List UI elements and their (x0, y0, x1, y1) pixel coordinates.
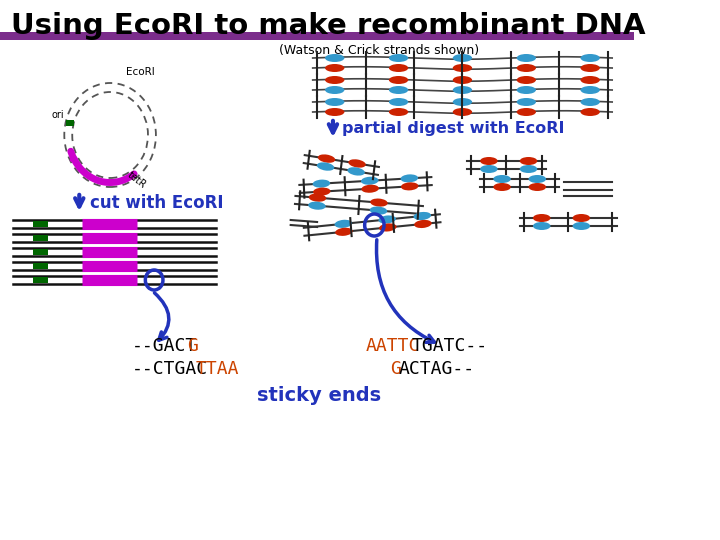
Ellipse shape (517, 98, 536, 106)
Ellipse shape (309, 194, 326, 202)
Ellipse shape (453, 64, 472, 72)
Ellipse shape (528, 183, 546, 191)
Text: ACTAG--: ACTAG-- (399, 360, 475, 378)
FancyBboxPatch shape (33, 263, 48, 269)
Ellipse shape (325, 64, 344, 72)
Ellipse shape (413, 212, 431, 220)
Text: G: G (186, 337, 197, 355)
Ellipse shape (313, 187, 330, 195)
Ellipse shape (389, 98, 408, 106)
Text: TGATC--: TGATC-- (411, 337, 487, 355)
Ellipse shape (325, 54, 344, 62)
FancyBboxPatch shape (33, 221, 48, 227)
Ellipse shape (389, 64, 408, 72)
Ellipse shape (389, 76, 408, 84)
Ellipse shape (580, 76, 600, 84)
Text: --CTGAC: --CTGAC (132, 360, 208, 378)
Text: tetR: tetR (126, 170, 148, 191)
Ellipse shape (400, 174, 418, 183)
Ellipse shape (453, 98, 472, 106)
Text: TTAA: TTAA (196, 360, 239, 378)
Ellipse shape (379, 215, 396, 224)
Text: (Watson & Crick strands shown): (Watson & Crick strands shown) (279, 44, 479, 57)
Ellipse shape (493, 183, 511, 191)
Ellipse shape (379, 224, 397, 232)
FancyBboxPatch shape (66, 120, 74, 126)
Text: Using EcoRI to make recombinant DNA: Using EcoRI to make recombinant DNA (11, 12, 645, 40)
Ellipse shape (572, 222, 590, 230)
FancyBboxPatch shape (33, 235, 48, 241)
Ellipse shape (580, 64, 600, 72)
Ellipse shape (312, 180, 330, 188)
Ellipse shape (308, 201, 325, 210)
Ellipse shape (325, 86, 344, 94)
Text: AATTC: AATTC (366, 337, 420, 355)
Ellipse shape (361, 177, 379, 185)
Text: G: G (390, 360, 401, 378)
FancyBboxPatch shape (0, 32, 634, 40)
Ellipse shape (414, 220, 432, 228)
Ellipse shape (517, 86, 536, 94)
Ellipse shape (401, 183, 418, 191)
Ellipse shape (453, 76, 472, 84)
FancyBboxPatch shape (33, 249, 48, 255)
Ellipse shape (453, 86, 472, 94)
Ellipse shape (336, 228, 353, 236)
Ellipse shape (528, 175, 546, 183)
FancyBboxPatch shape (33, 277, 48, 283)
Text: partial digest with EcoRI: partial digest with EcoRI (342, 122, 564, 137)
Ellipse shape (369, 206, 387, 214)
Ellipse shape (325, 108, 344, 116)
Ellipse shape (580, 86, 600, 94)
Ellipse shape (318, 154, 336, 163)
Ellipse shape (520, 157, 537, 165)
Text: EcoRI: EcoRI (126, 67, 155, 77)
Ellipse shape (580, 108, 600, 116)
Text: ori: ori (51, 110, 64, 119)
Ellipse shape (533, 214, 551, 222)
Text: cut with EcoRI: cut with EcoRI (90, 194, 223, 212)
Ellipse shape (572, 214, 590, 222)
Ellipse shape (480, 157, 498, 165)
Ellipse shape (517, 108, 536, 116)
Ellipse shape (493, 175, 511, 183)
Ellipse shape (520, 165, 537, 173)
Ellipse shape (325, 76, 344, 84)
Text: --GACT: --GACT (132, 337, 197, 355)
Ellipse shape (317, 163, 334, 171)
Ellipse shape (347, 167, 365, 176)
Ellipse shape (517, 64, 536, 72)
Ellipse shape (453, 54, 472, 62)
Ellipse shape (335, 220, 352, 228)
Ellipse shape (389, 108, 408, 116)
Ellipse shape (533, 222, 551, 230)
Ellipse shape (517, 76, 536, 84)
Ellipse shape (389, 86, 408, 94)
Ellipse shape (325, 98, 344, 106)
Ellipse shape (580, 98, 600, 106)
Ellipse shape (389, 54, 408, 62)
Ellipse shape (517, 54, 536, 62)
Text: sticky ends: sticky ends (257, 386, 381, 405)
Ellipse shape (453, 108, 472, 116)
Ellipse shape (370, 199, 388, 207)
Ellipse shape (580, 54, 600, 62)
Ellipse shape (361, 185, 379, 193)
Ellipse shape (348, 159, 366, 168)
Ellipse shape (480, 165, 498, 173)
